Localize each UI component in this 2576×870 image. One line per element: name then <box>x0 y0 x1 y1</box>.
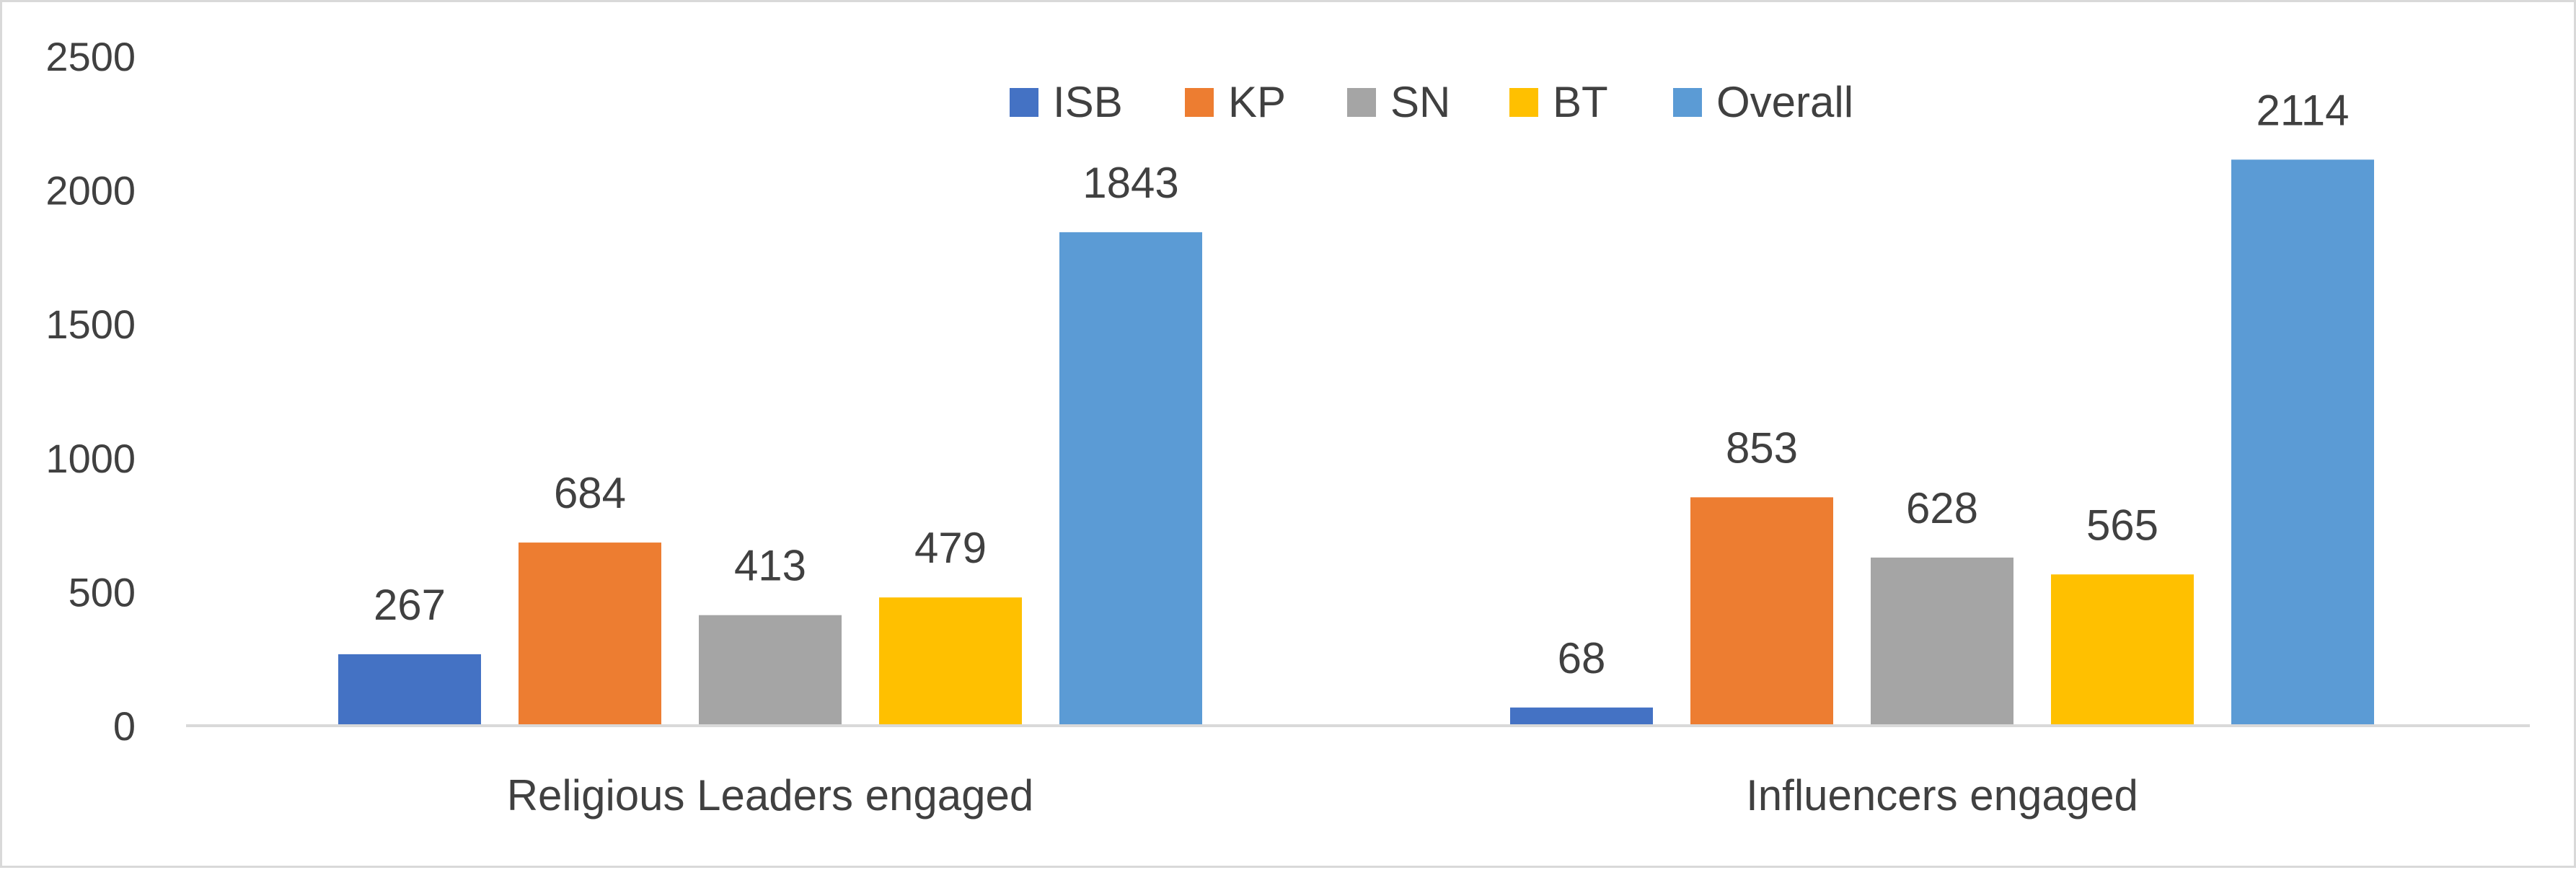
bar-overall-influencers-engaged <box>2231 159 2374 726</box>
legend-swatch-overall <box>1673 88 1702 117</box>
y-tick-label-1500: 1500 <box>45 302 136 347</box>
category-label-religious-leaders-engaged: Religious Leaders engaged <box>507 771 1034 820</box>
bar-bt-religious-leaders-engaged <box>879 597 1022 726</box>
y-tick-label-500: 500 <box>69 569 136 615</box>
legend-label-overall: Overall <box>1716 78 1853 126</box>
legend-swatch-sn <box>1347 88 1376 117</box>
bar-isb-religious-leaders-engaged <box>338 654 481 726</box>
legend-swatch-kp <box>1185 88 1214 117</box>
legend: ISB KP SN BT Overall <box>1010 78 1853 126</box>
y-tick-label-2000: 2000 <box>45 168 136 214</box>
legend-label-isb: ISB <box>1053 78 1123 126</box>
data-label-sn-influencers-engaged: 628 <box>1906 484 1978 532</box>
data-label-overall-religious-leaders-engaged: 1843 <box>1082 159 1178 207</box>
legend-swatch-bt <box>1509 88 1538 117</box>
y-tick-label-0: 0 <box>113 703 136 749</box>
y-tick-label-1000: 1000 <box>45 436 136 481</box>
bar-kp-religious-leaders-engaged <box>519 542 661 726</box>
data-label-kp-religious-leaders-engaged: 684 <box>554 469 626 517</box>
data-label-kp-influencers-engaged: 853 <box>1726 423 1798 472</box>
bar-sn-religious-leaders-engaged <box>699 615 842 726</box>
bars-group <box>338 159 2374 726</box>
data-labels-group: 267 684 413 479 1843 68 853 628 565 2114 <box>374 86 2350 682</box>
bar-kp-influencers-engaged <box>1690 497 1833 726</box>
legend-label-sn: SN <box>1390 78 1450 126</box>
bar-overall-religious-leaders-engaged <box>1059 232 1202 726</box>
y-tick-label-2500: 2500 <box>45 34 136 79</box>
category-labels: Religious Leaders engaged Influencers eng… <box>507 771 2138 820</box>
y-axis-ticks: 0 500 1000 1500 2000 2500 <box>45 34 136 749</box>
category-label-influencers-engaged: Influencers engaged <box>1746 771 2138 820</box>
data-label-isb-religious-leaders-engaged: 267 <box>374 581 446 629</box>
legend-swatch-isb <box>1010 88 1038 117</box>
data-label-sn-religious-leaders-engaged: 413 <box>734 542 806 590</box>
data-label-bt-influencers-engaged: 565 <box>2086 501 2158 549</box>
data-label-isb-influencers-engaged: 68 <box>1558 634 1606 682</box>
bar-sn-influencers-engaged <box>1871 557 2013 726</box>
bar-bt-influencers-engaged <box>2051 574 2194 726</box>
data-label-bt-religious-leaders-engaged: 479 <box>914 524 987 572</box>
data-label-overall-influencers-engaged: 2114 <box>2256 86 2349 134</box>
bar-isb-influencers-engaged <box>1510 707 1653 726</box>
legend-label-kp: KP <box>1228 78 1286 126</box>
legend-label-bt: BT <box>1553 78 1608 126</box>
